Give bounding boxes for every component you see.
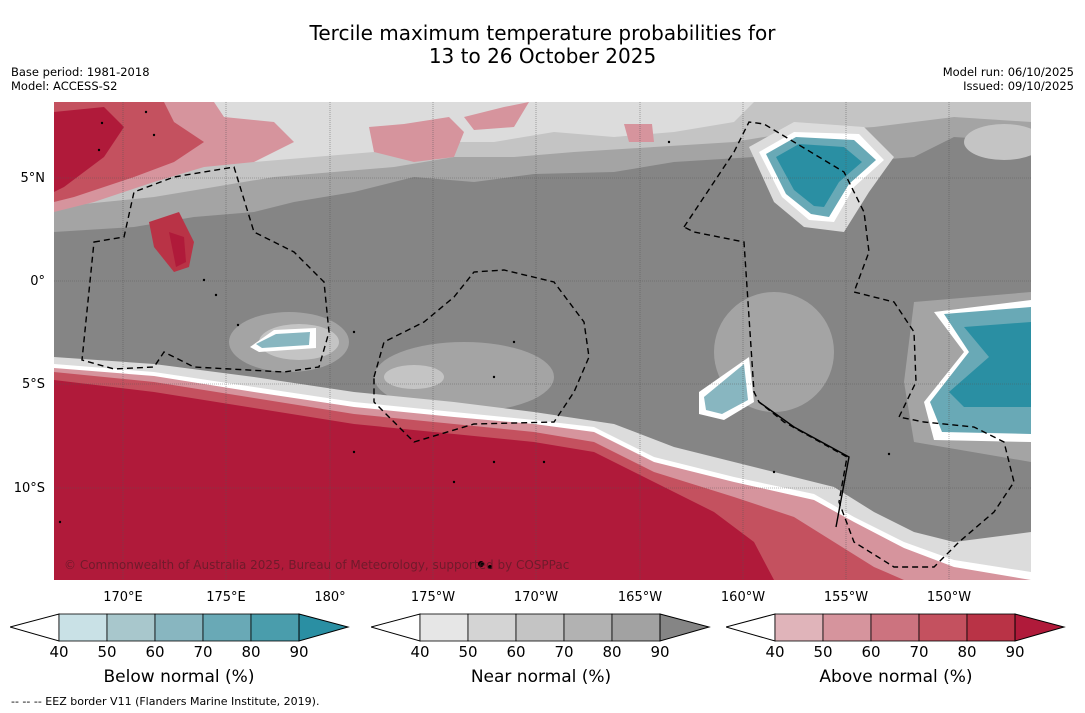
cb-above-tick-60: 60 bbox=[856, 643, 886, 661]
base-period: Base period: 1981-2018 bbox=[11, 65, 150, 79]
eez-footnote: -- -- -- EEZ border V11 (Flanders Marine… bbox=[11, 695, 319, 708]
model-name: Model: ACCESS-S2 bbox=[11, 79, 150, 93]
lon-label-150w: 150°W bbox=[914, 590, 984, 605]
lon-label-175w: 175°W bbox=[398, 590, 468, 605]
cb-below-tick-40: 40 bbox=[44, 643, 74, 661]
cb-below-tick-80: 80 bbox=[236, 643, 266, 661]
near-colorbar-segment bbox=[468, 614, 516, 641]
above-normal-label: Above normal (%) bbox=[746, 667, 1046, 687]
below-colorbar-segment bbox=[155, 614, 203, 641]
near-colorbar-segment bbox=[564, 614, 612, 641]
below-colorbar-segment bbox=[107, 614, 155, 641]
title-line-1: Tercile maximum temperature probabilitie… bbox=[0, 22, 1085, 45]
below-colorbar-segment bbox=[59, 614, 107, 641]
lon-label-155w: 155°W bbox=[811, 590, 881, 605]
below-normal-label: Below normal (%) bbox=[29, 667, 329, 687]
above-colorbar-segment bbox=[919, 614, 967, 641]
issued-date: Issued: 09/10/2025 bbox=[943, 79, 1074, 93]
meta-left: Base period: 1981-2018 Model: ACCESS-S2 bbox=[11, 65, 150, 93]
above-colorbar-segment bbox=[775, 614, 823, 641]
map-title: Tercile maximum temperature probabilitie… bbox=[0, 22, 1085, 68]
colorbar-near bbox=[371, 612, 711, 644]
cb-above-tick-40: 40 bbox=[760, 643, 790, 661]
cb-below-tick-60: 60 bbox=[140, 643, 170, 661]
copyright-notice: © Commonwealth of Australia 2025, Bureau… bbox=[64, 558, 569, 572]
lon-label-170e: 170°E bbox=[88, 590, 158, 605]
cb-below-tick-90: 90 bbox=[284, 643, 314, 661]
lon-label-170w: 170°W bbox=[501, 590, 571, 605]
lon-label-180: 180° bbox=[295, 590, 365, 605]
near-colorbar-segment bbox=[612, 614, 660, 641]
meta-right: Model run: 06/10/2025 Issued: 09/10/2025 bbox=[943, 65, 1074, 93]
lat-label-5n: 5°N bbox=[0, 171, 45, 186]
lon-label-165w: 165°W bbox=[605, 590, 675, 605]
cb-near-tick-90: 90 bbox=[645, 643, 675, 661]
probability-map bbox=[54, 102, 1031, 580]
colorbar-above bbox=[726, 612, 1066, 644]
lon-label-175e: 175°E bbox=[191, 590, 261, 605]
cb-near-tick-50: 50 bbox=[453, 643, 483, 661]
below-colorbar-segment bbox=[203, 614, 251, 641]
cb-near-tick-80: 80 bbox=[597, 643, 627, 661]
above-colorbar-segment bbox=[967, 614, 1015, 641]
lat-label-5s: 5°S bbox=[0, 377, 45, 392]
cb-near-tick-60: 60 bbox=[501, 643, 531, 661]
near-normal-label: Near normal (%) bbox=[391, 667, 691, 687]
near-colorbar-segment bbox=[420, 614, 468, 641]
above-colorbar-segment bbox=[823, 614, 871, 641]
near-colorbar-segment bbox=[516, 614, 564, 641]
cb-near-tick-70: 70 bbox=[549, 643, 579, 661]
title-line-2: 13 to 26 October 2025 bbox=[0, 45, 1085, 68]
cb-above-tick-50: 50 bbox=[808, 643, 838, 661]
cb-above-tick-80: 80 bbox=[952, 643, 982, 661]
model-run: Model run: 06/10/2025 bbox=[943, 65, 1074, 79]
cb-above-tick-70: 70 bbox=[904, 643, 934, 661]
above-colorbar-segment bbox=[871, 614, 919, 641]
lat-label-10s: 10°S bbox=[0, 481, 45, 496]
cb-below-tick-50: 50 bbox=[92, 643, 122, 661]
cb-near-tick-40: 40 bbox=[405, 643, 435, 661]
cb-below-tick-70: 70 bbox=[188, 643, 218, 661]
lon-label-160w: 160°W bbox=[708, 590, 778, 605]
below-colorbar-segment bbox=[251, 614, 299, 641]
cb-above-tick-90: 90 bbox=[1000, 643, 1030, 661]
lat-label-0: 0° bbox=[0, 274, 45, 289]
colorbar-below bbox=[10, 612, 350, 644]
